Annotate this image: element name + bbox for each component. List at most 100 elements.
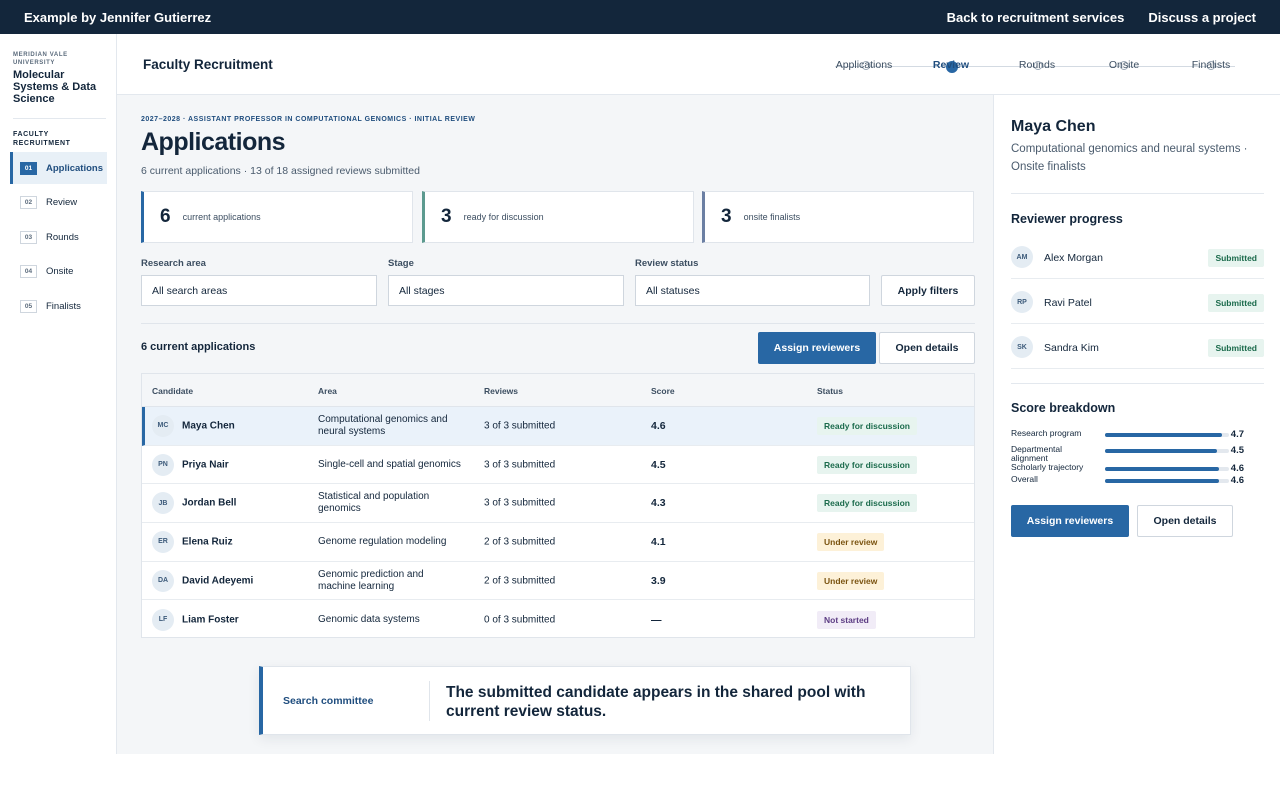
score-label: Scholarly trajectory [1011,462,1084,472]
stage-label: Stage [388,258,414,269]
review-count: 2 of 3 submitted [484,536,556,548]
avatar: SK [1011,336,1033,358]
avatar: ER [152,530,174,553]
candidate-name: Maya Chen [1011,118,1096,135]
apply-filters-button[interactable]: Apply filters [881,275,975,306]
nav-number: 01 [20,161,37,175]
score-fill [1105,467,1220,471]
sidebar-item-onsite[interactable]: 04 Onsite [10,256,107,288]
review-status-select[interactable]: All statuses [635,275,870,306]
status-badge: Submitted [1208,339,1264,357]
table-row[interactable]: PN Priya Nair Single-cell and spatial ge… [142,446,974,485]
nav-number: 04 [20,265,37,278]
back-to-services-link[interactable]: Back to recruitment services [946,9,1125,25]
step-review[interactable]: Review [932,59,970,71]
divider [1011,383,1264,384]
col-status[interactable]: Status [817,386,843,396]
avatar: AM [1011,246,1033,268]
score-label: Research program [1011,428,1082,438]
open-details-button[interactable]: Open details [879,332,975,364]
sidebar-item-label: Applications [46,162,104,174]
reviewer-row: SK Sandra Kim Submitted [1011,325,1264,369]
score: 4.6 [651,419,666,432]
stat-ready-for-discussion: 3 ready for discussion [422,191,694,243]
sidebar-section-label: FACULTY RECRUITMENT [13,131,71,147]
discuss-project-link[interactable]: Discuss a project [1148,9,1256,25]
page-title: Faculty Recruitment [143,57,273,72]
department-name: Molecular Systems & Data Science [13,69,97,105]
panel-open-details-button[interactable]: Open details [1137,505,1233,537]
stat-label: current applications [182,212,261,222]
score: 3.9 [651,574,666,587]
reviewer-name: Ravi Patel [1044,297,1092,309]
assign-reviewers-button[interactable]: Assign reviewers [758,332,876,364]
status-badge: Submitted [1208,249,1264,267]
col-score[interactable]: Score [651,386,675,396]
score-breakdown-heading: Score breakdown [1011,401,1116,415]
status-badge: Ready for discussion [817,494,917,513]
sidebar-item-rounds[interactable]: 03 Rounds [10,221,107,253]
status-badge: Under review [817,532,885,551]
avatar: PN [152,453,174,476]
panel-assign-reviewers-button[interactable]: Assign reviewers [1011,505,1129,537]
stat-value: 3 [441,206,452,227]
callout-divider [429,681,430,721]
section-subtitle: 6 current applications · 13 of 18 assign… [141,165,420,177]
table-row[interactable]: JB Jordan Bell Statistical and populatio… [142,484,974,524]
candidate-name: Liam Foster [182,614,239,626]
table-row[interactable]: DA David Adeyemi Genomic prediction and … [142,562,974,601]
candidate-name: Maya Chen [182,420,235,432]
score-fill [1105,449,1217,453]
stat-label: onsite finalists [743,212,801,222]
step-dot [1119,61,1129,70]
stat-label: ready for discussion [463,212,544,222]
review-count: 0 of 3 submitted [484,614,556,626]
sidebar: MERIDIAN VALE UNIVERSITY Molecular Syste… [0,34,117,754]
step-rounds[interactable]: Rounds [1018,59,1056,71]
table-row[interactable]: MC Maya Chen Computational genomics and … [142,407,974,446]
sidebar-item-label: Review [46,197,78,208]
attribution: Example by Jennifer Gutierrez [24,9,212,25]
score-track [1105,433,1229,437]
score-label: Overall [1011,474,1038,484]
score-track [1105,479,1229,483]
score-value: 4.7 [1230,429,1244,440]
candidate-area: Single-cell and spatial genomics [318,458,461,470]
step-applications[interactable]: Applications [835,59,893,71]
score-track [1105,449,1229,453]
candidate-area: Statistical and population genomics [318,491,430,515]
step-dot [861,61,871,70]
sidebar-divider [13,118,106,119]
review-count: 2 of 3 submitted [484,575,556,587]
sidebar-item-review[interactable]: 02 Review [10,187,107,219]
divider [1011,193,1264,194]
university-name: MERIDIAN VALE UNIVERSITY [13,52,68,66]
sidebar-item-applications[interactable]: 01 Applications [10,152,107,184]
callout-label: Search committee [283,695,374,707]
step-onsite[interactable]: Onsite [1108,59,1140,71]
col-area[interactable]: Area [318,386,337,396]
status-badge: Under review [817,571,885,590]
page-header: Faculty Recruitment Applications Review … [117,34,1280,95]
candidate-name: Jordan Bell [182,497,237,509]
stage-select[interactable]: All stages [388,275,624,306]
stage-stepper: Applications Review Rounds Onsite Finali… [835,34,1235,95]
committee-callout: Search committee The submitted candidate… [259,666,911,735]
avatar: DA [152,569,174,592]
candidate-description: Computational genomics and neural system… [1011,143,1248,173]
candidate-area: Genome regulation modeling [318,535,447,547]
research-area-select[interactable]: All search areas [141,275,377,306]
score: — [651,613,662,626]
candidate-detail-panel: Maya Chen Computational genomics and neu… [993,95,1280,754]
col-reviews[interactable]: Reviews [484,386,519,396]
sidebar-item-finalists[interactable]: 05 Finalists [10,290,107,322]
status-badge: Submitted [1208,294,1264,312]
table-row[interactable]: LF Liam Foster Genomic data systems 0 of… [142,600,974,639]
table-row[interactable]: ER Elena Ruiz Genome regulation modeling… [142,523,974,562]
avatar: LF [152,608,174,631]
step-finalists[interactable]: Finalists [1191,59,1231,71]
sidebar-nav: 01 Applications 02 Review 03 Rounds 04 O… [10,152,107,325]
stat-onsite-finalists: 3 onsite finalists [702,191,974,243]
score: 4.3 [651,497,666,510]
col-candidate[interactable]: Candidate [152,386,194,396]
